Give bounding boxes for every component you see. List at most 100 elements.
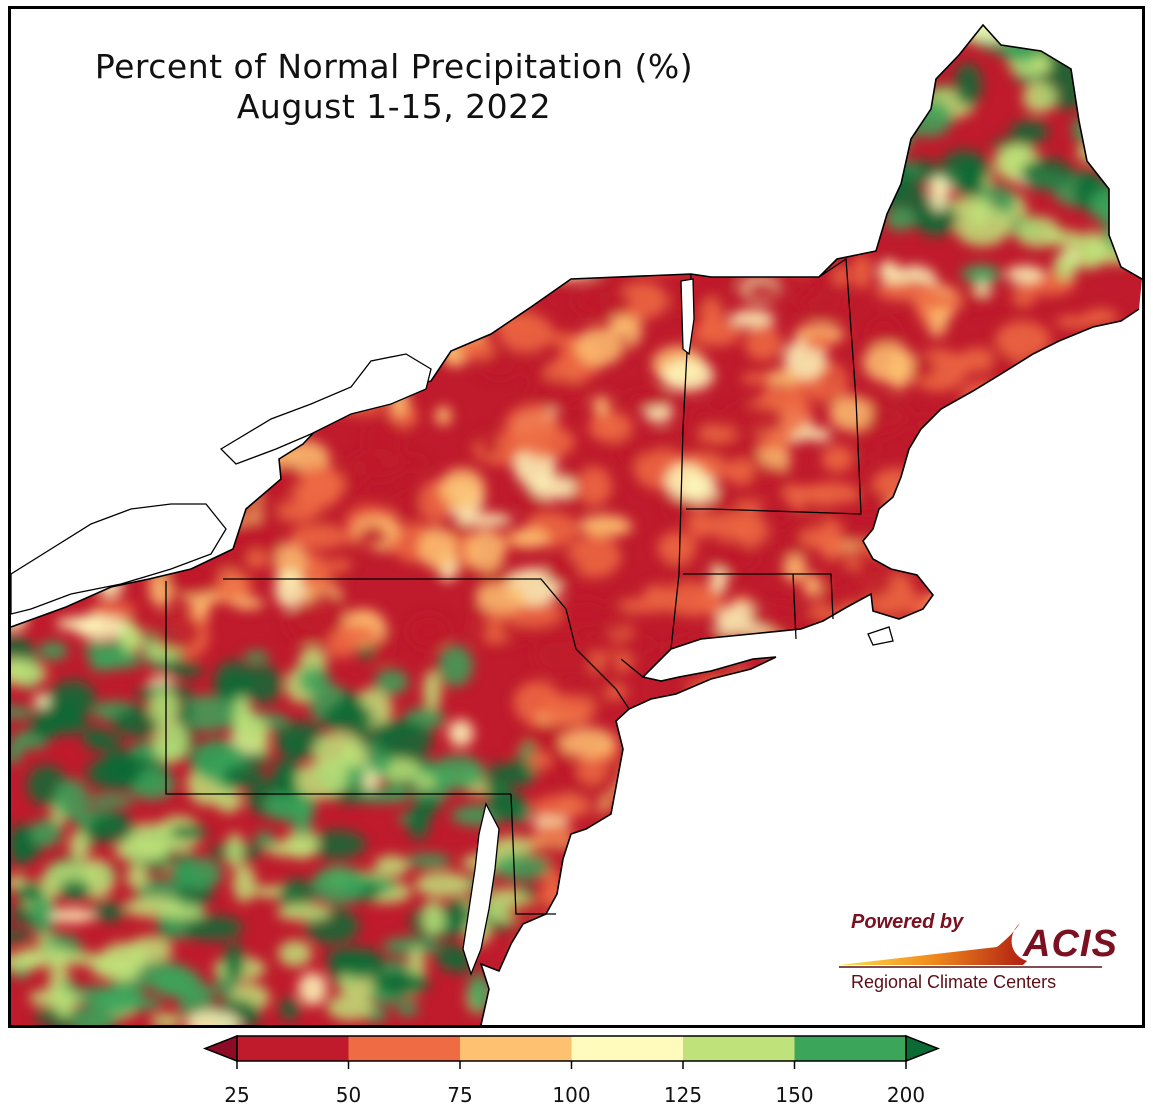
precip-cell bbox=[708, 953, 751, 971]
precip-cell bbox=[426, 139, 460, 155]
precip-cell bbox=[149, 134, 197, 148]
precip-cell bbox=[995, 321, 1051, 359]
precip-cell bbox=[844, 875, 897, 890]
precip-cell bbox=[1090, 231, 1142, 265]
precip-cell bbox=[473, 240, 534, 271]
precip-cell bbox=[401, 145, 447, 188]
precip-cell bbox=[11, 824, 30, 867]
legend-colorbar bbox=[202, 1034, 941, 1069]
precip-cell bbox=[874, 281, 928, 301]
precip-cell bbox=[1040, 452, 1087, 488]
precip-cell bbox=[838, 669, 859, 695]
precip-cell bbox=[510, 142, 529, 174]
precip-cell bbox=[632, 213, 679, 238]
precip-cell bbox=[984, 718, 1036, 737]
precip-cell bbox=[185, 466, 227, 501]
precip-cell bbox=[842, 212, 870, 228]
precip-cell bbox=[785, 714, 822, 747]
precip-cell bbox=[1109, 494, 1142, 525]
precip-cell bbox=[809, 204, 853, 229]
precip-cell bbox=[1029, 474, 1057, 510]
legend-swatch bbox=[460, 1036, 572, 1061]
regional-climate-centers-text: Regional Climate Centers bbox=[851, 972, 1057, 992]
precip-cell bbox=[1040, 25, 1090, 39]
precip-cell bbox=[414, 871, 472, 898]
precip-cell bbox=[299, 134, 338, 161]
precip-cell bbox=[1029, 580, 1087, 594]
precip-cell bbox=[370, 136, 398, 161]
precip-cell bbox=[698, 25, 716, 30]
precip-cell bbox=[547, 25, 573, 44]
precip-cell bbox=[156, 186, 212, 230]
precip-cell bbox=[548, 987, 568, 1025]
precip-cell bbox=[446, 148, 488, 188]
precip-cell bbox=[131, 393, 187, 416]
precip-cell bbox=[164, 288, 211, 318]
precip-cell bbox=[114, 996, 164, 1011]
precip-cell bbox=[29, 818, 63, 848]
precip-cell bbox=[568, 238, 588, 260]
precip-cell bbox=[1022, 81, 1057, 114]
precip-cell bbox=[578, 968, 616, 988]
precip-cell bbox=[987, 446, 1046, 464]
precip-cell bbox=[286, 285, 315, 322]
precip-cell bbox=[464, 25, 511, 41]
precip-cell bbox=[434, 405, 452, 426]
precip-cell bbox=[11, 930, 33, 943]
precip-cell bbox=[1090, 590, 1142, 628]
legend-swatch bbox=[571, 1036, 683, 1061]
precip-cell bbox=[414, 161, 463, 206]
precip-cell bbox=[415, 775, 436, 788]
precip-cell bbox=[656, 27, 705, 44]
precip-cell bbox=[675, 927, 730, 940]
precip-cell bbox=[1078, 839, 1109, 857]
acis-swoosh-icon bbox=[839, 923, 1102, 968]
precip-cell bbox=[621, 169, 671, 207]
precip-cell bbox=[643, 939, 663, 967]
precip-cell bbox=[763, 841, 794, 867]
precip-cell bbox=[1060, 574, 1101, 605]
precip-cell bbox=[436, 943, 466, 971]
precip-cell bbox=[759, 701, 806, 714]
precip-cell bbox=[1042, 808, 1100, 846]
precip-cell bbox=[1095, 114, 1142, 131]
precip-cell bbox=[298, 666, 331, 695]
precip-cell bbox=[370, 244, 390, 281]
precip-cell bbox=[11, 483, 27, 499]
precip-cell bbox=[766, 369, 799, 388]
precip-cell bbox=[1129, 899, 1142, 925]
precip-cell bbox=[560, 597, 610, 632]
precip-cell bbox=[133, 185, 155, 215]
precip-cell bbox=[458, 133, 505, 147]
precip-cell bbox=[505, 757, 532, 787]
precip-cell bbox=[768, 875, 817, 895]
precip-cell bbox=[752, 910, 786, 933]
precip-cell bbox=[371, 971, 430, 995]
precip-cell bbox=[807, 954, 836, 995]
precip-cell bbox=[694, 857, 735, 890]
precip-cell bbox=[743, 279, 781, 302]
precip-cell bbox=[1090, 744, 1122, 767]
precip-cell bbox=[183, 151, 216, 187]
precip-cell bbox=[246, 30, 297, 47]
precip-cell bbox=[268, 269, 329, 293]
precip-cell bbox=[1046, 458, 1082, 480]
precip-cell bbox=[333, 9, 351, 23]
precip-cell bbox=[453, 226, 486, 244]
precip-cell bbox=[656, 193, 680, 219]
precip-cell bbox=[42, 340, 91, 375]
precip-cell bbox=[472, 603, 490, 646]
precip-cell bbox=[662, 125, 704, 144]
precip-cell bbox=[429, 148, 480, 192]
precip-cell bbox=[958, 347, 997, 373]
precip-cell bbox=[504, 286, 532, 303]
precip-cell bbox=[608, 318, 634, 336]
precip-cell bbox=[38, 641, 68, 661]
precip-cell bbox=[763, 683, 810, 700]
precip-cell bbox=[71, 1007, 106, 1025]
precip-cell bbox=[735, 430, 763, 455]
precip-cell bbox=[69, 149, 101, 193]
precip-cell bbox=[862, 76, 917, 92]
precip-cell bbox=[1001, 720, 1055, 742]
precip-cell bbox=[595, 1009, 619, 1025]
